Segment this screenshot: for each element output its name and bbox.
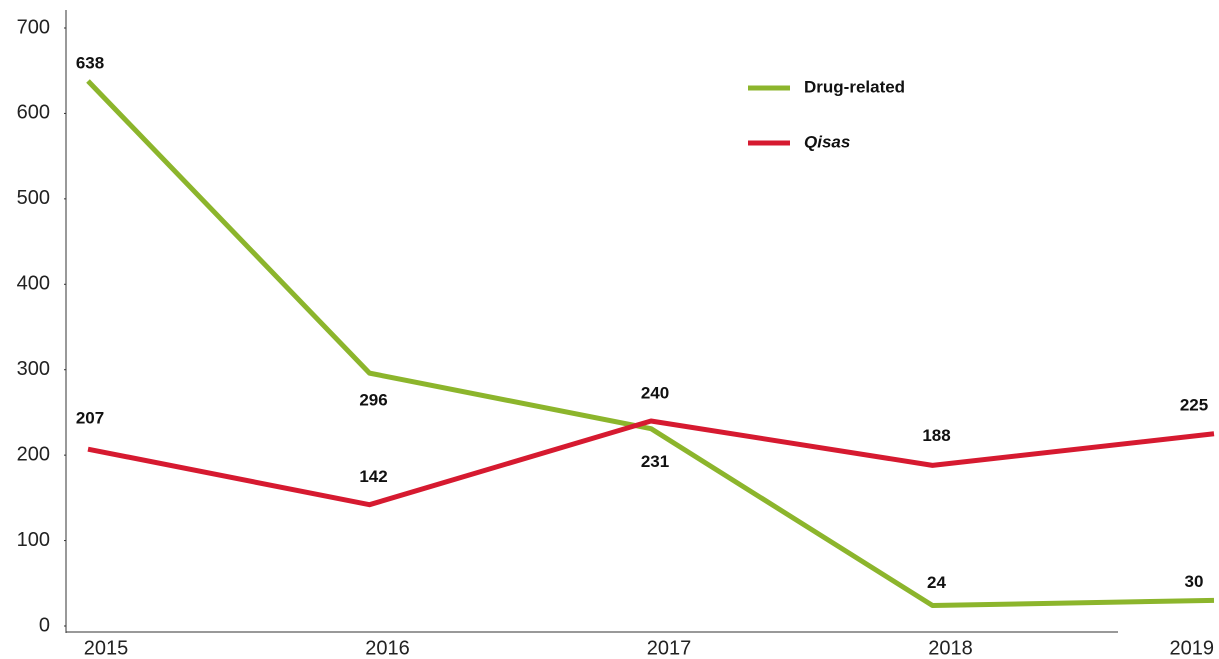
x-tick-label: 2017 [647,637,692,659]
y-tick-label: 300 [17,358,50,380]
y-tick-label: 100 [17,529,50,551]
data-label: 30 [1185,572,1204,591]
y-tick-label: 700 [17,16,50,38]
x-tick-label: 2016 [365,637,410,659]
data-label: 188 [922,426,950,445]
x-tick-label: 2015 [84,637,129,659]
data-label: 142 [359,467,387,486]
data-label: 638 [76,53,104,72]
y-tick-label: 0 [39,614,50,636]
y-tick-label: 600 [17,102,50,124]
data-label: 240 [641,383,669,402]
x-tick-label: 2018 [928,637,973,659]
data-label: 207 [76,409,104,428]
series-line [86,79,1215,608]
data-label: 225 [1180,395,1208,414]
y-tick-label: 500 [17,187,50,209]
data-label: 296 [359,391,387,410]
data-label: 231 [641,452,669,471]
series-line [87,418,1215,508]
legend-label: Drug-related [804,77,905,96]
y-tick-label: 200 [17,443,50,465]
legend-label: Qisas [804,132,850,151]
x-tick-label: 2019 [1170,637,1215,659]
data-label: 24 [927,573,946,592]
y-tick-label: 400 [17,273,50,295]
